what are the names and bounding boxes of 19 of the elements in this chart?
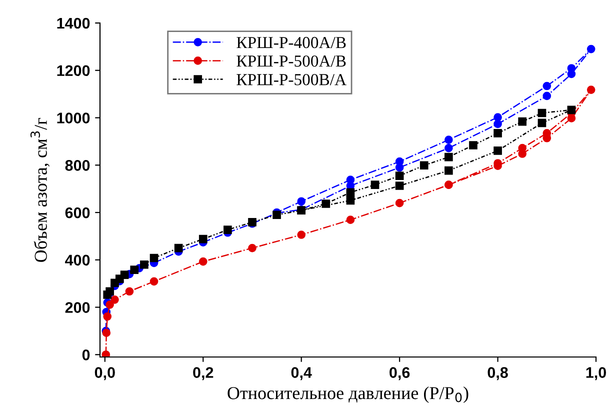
x-tick-label: 0,6 <box>390 367 410 380</box>
x-tick-label: 1,0 <box>586 367 606 380</box>
x-tick-label: 0,4 <box>291 367 312 380</box>
x-tick-label: 0,0 <box>94 367 115 380</box>
legend-label: КРШ-Р-400А/В <box>236 36 346 48</box>
legend-label: КРШ-Р-500А/В <box>236 55 346 67</box>
y-tick-label: 200 <box>65 302 90 313</box>
y-tick-label: 600 <box>65 207 90 218</box>
y-tick-label: 1200 <box>57 65 90 76</box>
y-tick-label: 0 <box>82 350 90 360</box>
x-axis-title: Относительное давление (P/P$_{0}$) <box>228 386 468 403</box>
legend-label: КРШ-Р-500В/А <box>236 74 346 86</box>
y-tick-label: 400 <box>65 254 90 266</box>
x-tick-label: 0,8 <box>488 367 508 380</box>
x-tick-label: 0,2 <box>193 367 214 380</box>
y-axis-title: Объем азота, см$^{3}$/г <box>30 118 50 262</box>
y-tick-label: 1000 <box>57 112 90 124</box>
y-tick-label: 1400 <box>57 18 90 29</box>
y-tick-label: 800 <box>65 160 90 171</box>
